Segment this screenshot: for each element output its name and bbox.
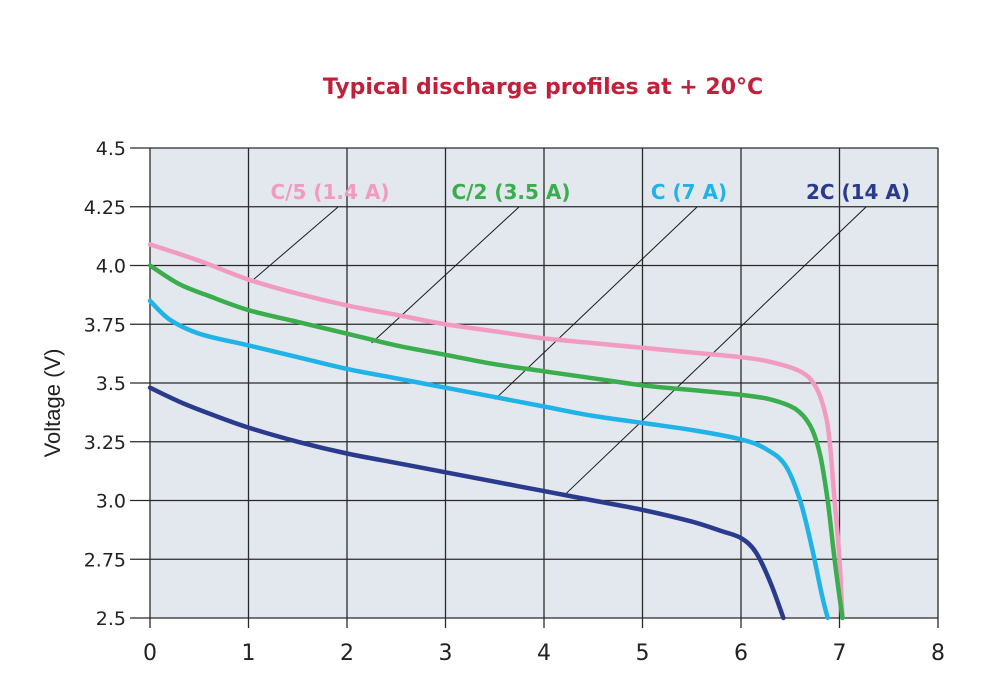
x-tick-label: 8 xyxy=(931,641,945,666)
y-tick-label: 4.5 xyxy=(96,138,126,160)
series-label: C/2 (3.5 A) xyxy=(451,180,570,204)
leader-line xyxy=(563,206,867,497)
x-tick-label: 1 xyxy=(242,641,256,666)
series-line xyxy=(147,263,845,621)
x-tick-label: 5 xyxy=(636,641,650,666)
y-tick-label: 4.25 xyxy=(84,197,126,219)
leader-line xyxy=(253,206,339,280)
series-line xyxy=(147,385,786,621)
x-tick-label: 2 xyxy=(340,641,354,666)
x-tick-label: 6 xyxy=(734,641,748,666)
y-tick-label: 2.75 xyxy=(84,549,126,571)
y-tick-label: 3.5 xyxy=(96,373,126,395)
series-line xyxy=(147,242,845,621)
y-tick-label: 3.25 xyxy=(84,432,126,454)
y-tick-label: 2.5 xyxy=(96,608,126,630)
series-labels: C/5 (1.4 A) C/2 (3.5 A) C (7 A) 2C (14 A) xyxy=(270,180,910,204)
x-tick-label: 3 xyxy=(439,641,453,666)
series-lines xyxy=(147,242,845,621)
series-label: C/5 (1.4 A) xyxy=(270,180,389,204)
leader-line xyxy=(371,206,520,344)
y-tick-label: 3.75 xyxy=(84,314,126,336)
x-tick-label: 0 xyxy=(143,641,157,666)
series-line xyxy=(147,298,830,621)
series-label: 2C (14 A) xyxy=(806,180,910,204)
y-tick-label: 3.0 xyxy=(96,491,126,513)
y-axis-label: Voltage (V) xyxy=(40,349,65,458)
x-tick-label: 4 xyxy=(537,641,551,666)
chart-title: Typical discharge profiles at + 20°C xyxy=(322,75,764,100)
x-tick-label: 7 xyxy=(833,641,847,666)
tick-labels: 0 1 2 3 4 5 6 7 8 2.5 2.75 3.0 3.25 3.5 3.75 4.0 4.25 4.5 xyxy=(84,138,945,666)
y-tick-label: 4.0 xyxy=(96,256,126,278)
series-label: C (7 A) xyxy=(651,180,727,204)
